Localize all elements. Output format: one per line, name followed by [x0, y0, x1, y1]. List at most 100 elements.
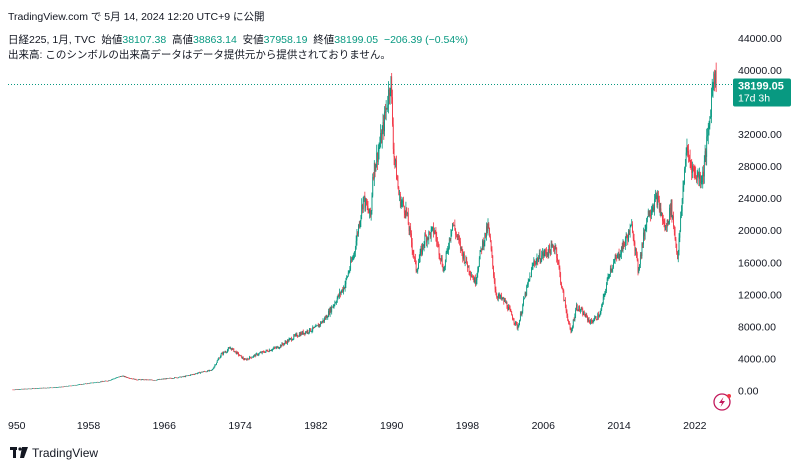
candle [73, 384, 75, 386]
candle [383, 122, 385, 132]
candle [295, 333, 297, 335]
candle [377, 152, 378, 162]
candle [434, 231, 436, 233]
candle [612, 267, 614, 269]
candle [54, 387, 56, 388]
candle [245, 359, 247, 360]
candle [635, 249, 637, 251]
candle [276, 347, 277, 349]
candle [637, 259, 639, 273]
candle [279, 345, 281, 348]
candle [546, 253, 548, 255]
candle [426, 237, 428, 243]
candle [692, 165, 694, 168]
candle [481, 248, 483, 250]
candle [429, 231, 430, 233]
candle [399, 194, 400, 195]
candle [288, 339, 290, 342]
candle [129, 378, 131, 379]
candle [46, 387, 48, 389]
candle [291, 339, 293, 341]
candle [415, 260, 417, 272]
candle [407, 213, 408, 214]
candle [152, 379, 153, 381]
candle [195, 373, 197, 375]
low-label: 安値 [242, 34, 264, 46]
candle [118, 376, 119, 378]
candle [615, 257, 617, 259]
candle [379, 143, 381, 148]
candle [407, 213, 409, 225]
candle [53, 387, 55, 388]
candle [138, 379, 140, 380]
x-tick-label: 2006 [532, 420, 556, 432]
candle [202, 371, 204, 373]
candle [321, 321, 323, 324]
candle [164, 378, 166, 380]
candle [270, 350, 272, 352]
candle [240, 355, 242, 356]
candle [38, 388, 40, 389]
candle [419, 251, 421, 259]
candle [326, 315, 328, 318]
candle [248, 358, 250, 360]
flash-icon[interactable] [713, 393, 731, 411]
candle [13, 389, 15, 391]
candle [668, 221, 670, 224]
candle [263, 351, 265, 353]
candle [616, 257, 618, 259]
candle [243, 358, 245, 360]
open-value: 38107.38 [122, 34, 167, 46]
candle [39, 387, 40, 389]
candle [163, 378, 165, 380]
candle [184, 376, 186, 377]
candle [698, 172, 700, 180]
candle [463, 253, 465, 263]
candle [409, 227, 411, 232]
candle [219, 356, 221, 359]
candle [459, 239, 460, 242]
candle [390, 76, 392, 93]
candle [636, 253, 638, 260]
candle [626, 235, 628, 238]
candle [699, 174, 701, 183]
candle [99, 381, 101, 383]
candle [233, 348, 235, 352]
candle [152, 380, 154, 381]
candle [290, 338, 292, 339]
candle [14, 389, 16, 391]
candle [542, 252, 544, 256]
candle [371, 195, 373, 211]
candle [449, 238, 451, 239]
candle [62, 386, 64, 388]
candle [584, 315, 586, 317]
candle [586, 314, 588, 317]
candle [444, 267, 445, 270]
candle [558, 262, 560, 268]
candle [127, 377, 129, 378]
candle [680, 215, 682, 232]
candle [581, 309, 583, 310]
candle [242, 357, 243, 359]
candle [557, 258, 558, 261]
candle [536, 258, 538, 261]
candle [249, 356, 251, 358]
candle [603, 293, 605, 297]
candle [242, 357, 244, 359]
candle [364, 196, 366, 208]
candle [522, 304, 524, 312]
candle [602, 303, 603, 306]
candle [436, 236, 438, 242]
candle [564, 299, 565, 301]
candle [279, 347, 280, 349]
candle [534, 263, 536, 265]
candle [111, 379, 113, 380]
candle [341, 289, 343, 292]
candle [302, 331, 303, 335]
candle [61, 386, 63, 388]
candle [115, 377, 117, 379]
candle [587, 319, 589, 321]
candle [425, 234, 427, 237]
candle [204, 371, 206, 373]
